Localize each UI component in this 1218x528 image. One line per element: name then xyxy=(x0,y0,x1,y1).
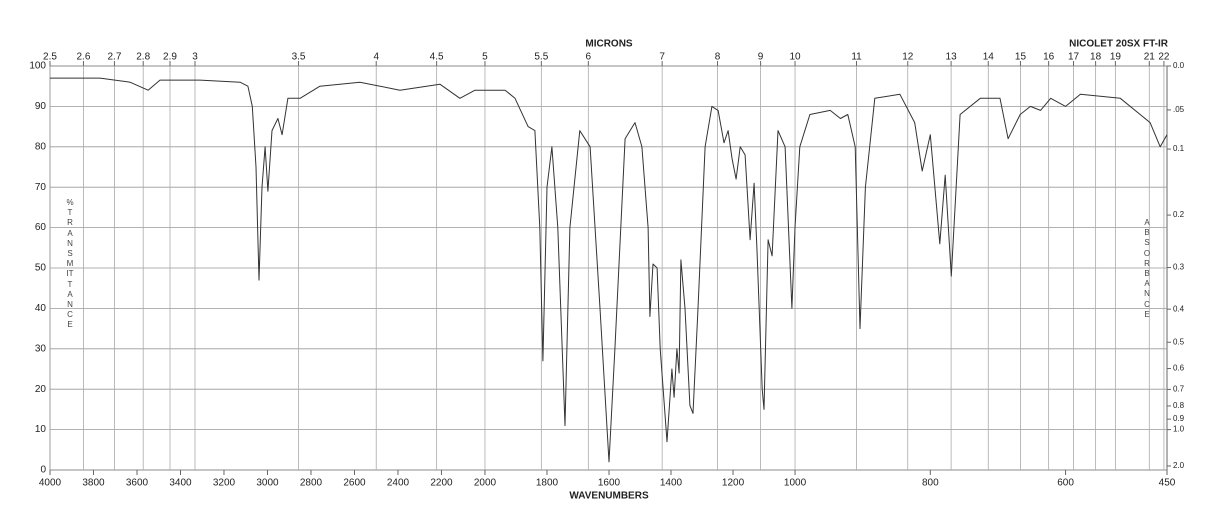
x2-tick-label: 2.8 xyxy=(136,52,150,63)
y-tick-label: 10 xyxy=(35,424,47,435)
x2-tick-label: 5 xyxy=(482,52,488,63)
x-tick-label: 450 xyxy=(1159,478,1176,489)
y2-tick-label: 0.3 xyxy=(1173,263,1185,272)
x-tick-label: 2800 xyxy=(300,478,323,489)
y2-tick-label: 0.8 xyxy=(1173,401,1185,410)
chart-title: NICOLET 20SX FT-IR xyxy=(1069,39,1169,50)
x2-tick-label: 2.9 xyxy=(163,52,177,63)
x2-tick-label: 2.5 xyxy=(43,52,57,63)
y-tick-label: 70 xyxy=(35,182,47,193)
x-tick-label: 2000 xyxy=(474,478,497,489)
x-tick-label: 3600 xyxy=(126,478,149,489)
x2-tick-label: 15 xyxy=(1015,52,1027,63)
x-tick-label: 3200 xyxy=(213,478,236,489)
y2-tick-label: 0.1 xyxy=(1173,144,1185,153)
x2-tick-label: 12 xyxy=(902,52,914,63)
y2-axis-title: ABSORBANCE xyxy=(1143,218,1151,319)
x2-tick-label: 19 xyxy=(1110,52,1122,63)
x-axis-title: WAVENUMBERS xyxy=(569,491,649,502)
y2-tick-label: 0.9 xyxy=(1173,414,1185,423)
x2-tick-label: 5.5 xyxy=(534,52,548,63)
y-tick-label: 90 xyxy=(35,101,47,112)
y2-tick-label: 1.0 xyxy=(1173,425,1185,434)
x2-tick-label: 9 xyxy=(758,52,764,63)
y-tick-label: 40 xyxy=(35,303,47,314)
x-tick-label: 2200 xyxy=(430,478,453,489)
x2-tick-label: 8 xyxy=(715,52,721,63)
y2-tick-label: .05 xyxy=(1173,105,1185,114)
y2-tick-label: 2.0 xyxy=(1173,461,1185,470)
x2-tick-label: 17 xyxy=(1068,52,1080,63)
x-tick-label: 3000 xyxy=(256,478,279,489)
x-tick-label: 1800 xyxy=(536,478,559,489)
x2-tick-label: 11 xyxy=(851,52,862,63)
x-tick-label: 1000 xyxy=(784,478,807,489)
y-tick-label: 60 xyxy=(35,222,47,233)
x-tick-label: 1600 xyxy=(598,478,621,489)
y2-tick-label: 0.4 xyxy=(1173,304,1185,313)
x2-tick-label: 10 xyxy=(789,52,801,63)
x2-axis-title: MICRONS xyxy=(585,39,633,50)
x2-tick-label: 16 xyxy=(1043,52,1055,63)
y-tick-label: 50 xyxy=(35,263,47,274)
x2-tick-label: 6 xyxy=(586,52,592,63)
x2-tick-label: 7 xyxy=(659,52,665,63)
x-tick-label: 600 xyxy=(1057,478,1074,489)
y2-tick-label: 0.0 xyxy=(1173,61,1185,70)
y2-tick-label: 0.6 xyxy=(1173,364,1185,373)
x2-tick-label: 3.5 xyxy=(292,52,306,63)
x2-tick-label: 4 xyxy=(373,52,379,63)
y-tick-label: 100 xyxy=(29,61,46,72)
x-tick-label: 2400 xyxy=(387,478,410,489)
x2-tick-label: 13 xyxy=(946,52,958,63)
x-tick-label: 1200 xyxy=(722,478,745,489)
y2-tick-label: 0.7 xyxy=(1173,385,1185,394)
y-tick-label: 20 xyxy=(35,384,47,395)
y-tick-label: 80 xyxy=(35,141,47,152)
x-tick-label: 4000 xyxy=(39,478,62,489)
y-tick-label: 0 xyxy=(40,465,46,476)
y-axis-title: %TRANSMITTANCE xyxy=(66,198,74,330)
x-tick-label: 1400 xyxy=(660,478,683,489)
x2-tick-label: 21 xyxy=(1144,52,1156,63)
y2-tick-label: 0.2 xyxy=(1173,210,1185,219)
x-tick-label: 2600 xyxy=(343,478,366,489)
y-tick-label: 30 xyxy=(35,343,47,354)
x2-tick-label: 4.5 xyxy=(430,52,444,63)
x2-tick-label: 3 xyxy=(192,52,198,63)
x2-tick-label: 14 xyxy=(983,52,995,63)
spectrum-line xyxy=(50,77,1168,463)
x2-tick-label: 2.7 xyxy=(107,52,121,63)
x-tick-label: 3800 xyxy=(82,478,105,489)
x2-tick-label: 2.6 xyxy=(77,52,91,63)
y2-tick-label: 0.5 xyxy=(1173,337,1185,346)
x2-tick-label: 18 xyxy=(1090,52,1102,63)
x2-tick-label: 22 xyxy=(1158,52,1170,63)
x-tick-label: 800 xyxy=(922,478,939,489)
x-tick-label: 3400 xyxy=(169,478,192,489)
